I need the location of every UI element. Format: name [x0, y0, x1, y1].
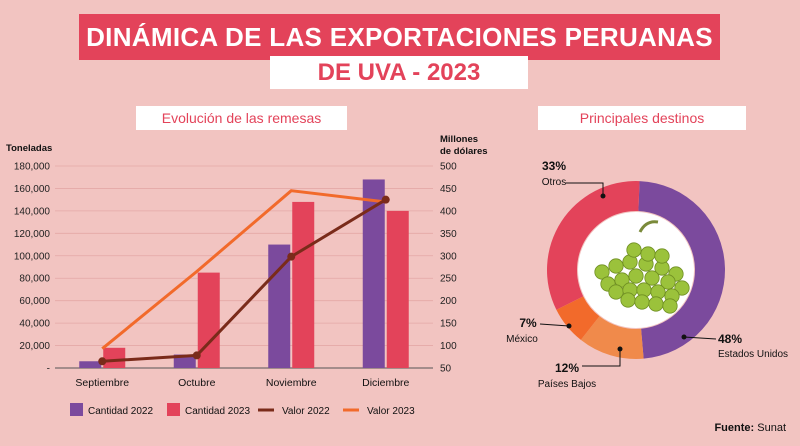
right-axis-tick-label: 350	[440, 229, 457, 240]
left-axis-tick-label: 40,000	[19, 319, 50, 330]
grape-stem	[638, 220, 659, 233]
grape	[640, 246, 656, 262]
grape	[644, 270, 660, 286]
legend-swatch	[70, 403, 83, 416]
slice-name: México	[506, 334, 538, 345]
legend-label: Cantidad 2022	[88, 406, 153, 417]
source-value: Sunat	[757, 422, 786, 434]
right-axis-title-line1: Millones	[440, 134, 479, 145]
grape	[648, 296, 664, 312]
left-axis-tick-label: 120,000	[14, 229, 51, 240]
bar-cantidad-2023	[103, 347, 126, 368]
grape	[662, 298, 678, 314]
line-valor-2023	[101, 189, 386, 350]
slice-name: Otros	[542, 177, 566, 188]
right-axis-tick-label: 150	[440, 319, 457, 330]
right-axis-tick-label: 50	[440, 364, 452, 375]
left-axis-tick-label: 180,000	[14, 162, 51, 173]
leader-dot	[566, 323, 572, 329]
grape	[608, 258, 624, 274]
bar-cantidad-2022	[79, 361, 102, 368]
donut-slice	[547, 181, 640, 310]
x-axis-tick-label: Septiembre	[75, 377, 129, 389]
x-axis-tick-label: Diciembre	[362, 377, 409, 389]
left-axis-tick-label: 140,000	[14, 206, 51, 217]
x-axis-tick-label: Noviembre	[266, 377, 317, 389]
page-subtitle: DE UVA - 2023	[270, 56, 528, 89]
slice-name: Estados Unidos	[718, 349, 788, 360]
grape	[654, 248, 670, 264]
donut-slice	[556, 296, 600, 340]
right-axis-tick-label: 200	[440, 296, 457, 307]
leader-line	[582, 349, 621, 367]
leader-line	[683, 336, 717, 340]
leader-dot	[681, 334, 687, 340]
source-note: Fuente: Sunat	[714, 422, 786, 434]
page-title: DINÁMICA DE LAS EXPORTACIONES PERUANAS	[79, 14, 720, 60]
grapes-image	[594, 220, 690, 314]
right-axis-tick-label: 100	[440, 341, 457, 352]
grape	[628, 268, 644, 284]
donut-slice	[638, 181, 726, 359]
right-axis-tick-label: 450	[440, 184, 457, 195]
bar-cantidad-2023	[386, 210, 409, 368]
left-axis-tick-label: 100,000	[14, 251, 51, 262]
leader-line	[539, 323, 570, 327]
right-axis-title: Millones de dólares	[440, 134, 488, 158]
grape	[614, 272, 630, 288]
slice-percent: 7%	[519, 316, 537, 330]
section-label-destinos: Principales destinos	[538, 106, 746, 130]
leader-dot	[600, 193, 606, 199]
legend-label: Valor 2023	[367, 406, 415, 417]
bar-cantidad-2023	[292, 201, 315, 368]
point-valor-2022	[192, 351, 201, 360]
bar-cantidad-2022	[362, 179, 385, 368]
donut-slice	[580, 316, 644, 360]
section-label-remesas: Evolución de las remesas	[136, 106, 347, 130]
grape	[674, 280, 690, 296]
right-axis-tick-label: 400	[440, 206, 457, 217]
legend-label: Valor 2022	[282, 406, 330, 417]
legend-swatch	[167, 403, 180, 416]
left-axis-tick-label: -	[47, 364, 50, 375]
legend-label: Cantidad 2023	[185, 406, 250, 417]
left-axis-tick-label: 60,000	[19, 296, 50, 307]
grape	[594, 264, 610, 280]
right-axis-tick-label: 250	[440, 274, 457, 285]
right-axis-title-line2: de dólares	[440, 146, 488, 157]
line-valor-2022	[102, 198, 387, 363]
left-axis-tick-label: 80,000	[19, 274, 50, 285]
left-axis-title: Toneladas	[6, 143, 53, 154]
slice-percent: 33%	[542, 159, 566, 173]
slice-percent: 12%	[555, 361, 579, 375]
leader-line	[566, 182, 604, 196]
right-axis-tick-label: 300	[440, 251, 457, 262]
point-valor-2022	[381, 195, 390, 204]
point-valor-2022	[98, 357, 107, 366]
leader-dot	[617, 346, 623, 352]
left-axis-tick-label: 20,000	[19, 341, 50, 352]
grape	[626, 242, 642, 258]
bar-cantidad-2023	[197, 272, 220, 368]
left-axis-tick-label: 160,000	[14, 184, 51, 195]
slice-name: Países Bajos	[538, 379, 596, 390]
grape	[634, 294, 650, 310]
right-axis-tick-label: 500	[440, 162, 457, 173]
slice-percent: 48%	[718, 332, 742, 346]
grape	[660, 274, 676, 290]
x-axis-tick-label: Octubre	[178, 377, 216, 389]
source-label: Fuente:	[714, 422, 755, 434]
grape	[620, 292, 636, 308]
point-valor-2022	[287, 252, 296, 261]
